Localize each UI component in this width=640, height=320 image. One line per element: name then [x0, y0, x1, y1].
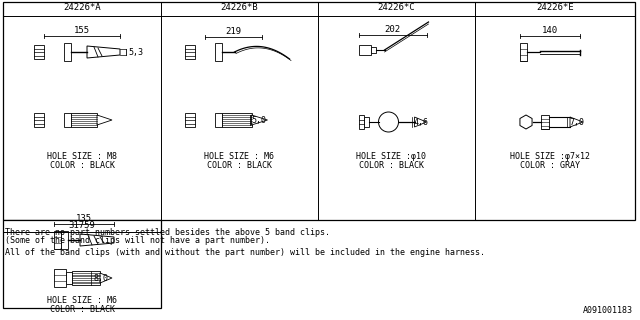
Polygon shape: [415, 117, 426, 127]
Bar: [54, 269, 66, 287]
Text: 24226*C: 24226*C: [378, 3, 415, 12]
Text: HOLE SIZE : M6: HOLE SIZE : M6: [205, 152, 275, 161]
Text: COLOR : BLACK: COLOR : BLACK: [49, 161, 115, 170]
Bar: [520, 43, 527, 61]
Bar: [72, 271, 100, 285]
Polygon shape: [100, 273, 112, 283]
Bar: [214, 43, 221, 61]
Text: 135: 135: [76, 214, 92, 223]
Bar: [64, 113, 71, 127]
Text: 7,0: 7,0: [569, 117, 584, 126]
Bar: [358, 115, 364, 129]
Text: 202: 202: [385, 25, 401, 34]
Text: 219: 219: [225, 27, 241, 36]
Bar: [541, 115, 549, 129]
Bar: [64, 43, 71, 61]
Bar: [61, 231, 68, 249]
Text: 140: 140: [542, 26, 558, 35]
Text: HOLE SIZE : M8: HOLE SIZE : M8: [47, 152, 117, 161]
Bar: [364, 117, 369, 127]
Bar: [34, 113, 44, 127]
Bar: [34, 45, 44, 59]
Bar: [3, 220, 161, 308]
Text: 24226*A: 24226*A: [63, 3, 101, 12]
Bar: [184, 45, 195, 59]
Bar: [358, 45, 371, 55]
Text: (Some of the band clips will not have a part number).: (Some of the band clips will not have a …: [5, 236, 270, 245]
Polygon shape: [97, 115, 112, 125]
Text: 5,3: 5,3: [128, 47, 143, 57]
Bar: [371, 47, 376, 53]
Bar: [3, 2, 635, 220]
Text: All of the band clips (with and without the part number) will be included in the: All of the band clips (with and without …: [5, 248, 485, 257]
Text: COLOR : GRAY: COLOR : GRAY: [520, 161, 580, 170]
Text: 5,0: 5,0: [252, 116, 266, 124]
Text: COLOR : BLACK: COLOR : BLACK: [359, 161, 424, 170]
Text: 155: 155: [74, 26, 90, 35]
Circle shape: [378, 112, 399, 132]
Text: There are no part numbers settled besides the above 5 band clips.: There are no part numbers settled beside…: [5, 228, 330, 237]
Bar: [184, 113, 195, 127]
Text: 8,0: 8,0: [93, 274, 108, 283]
Text: 4,6: 4,6: [413, 117, 429, 126]
Bar: [214, 113, 221, 127]
Polygon shape: [570, 117, 583, 127]
Polygon shape: [80, 234, 114, 246]
Bar: [66, 272, 72, 284]
Text: COLOR : BLACK: COLOR : BLACK: [207, 161, 272, 170]
Polygon shape: [87, 46, 120, 58]
Text: COLOR : BLACK: COLOR : BLACK: [49, 305, 115, 314]
Text: 24226*E: 24226*E: [536, 3, 574, 12]
Text: 31759: 31759: [68, 221, 95, 230]
Bar: [71, 113, 97, 127]
Text: 24226*B: 24226*B: [221, 3, 259, 12]
Text: HOLE SIZE :φ7×12: HOLE SIZE :φ7×12: [510, 152, 590, 161]
Text: HOLE SIZE : M6: HOLE SIZE : M6: [47, 296, 117, 305]
Polygon shape: [252, 115, 268, 125]
Bar: [54, 231, 61, 249]
Bar: [221, 113, 252, 127]
Text: A091001183: A091001183: [583, 306, 633, 315]
Text: HOLE SIZE :φ10: HOLE SIZE :φ10: [356, 152, 426, 161]
